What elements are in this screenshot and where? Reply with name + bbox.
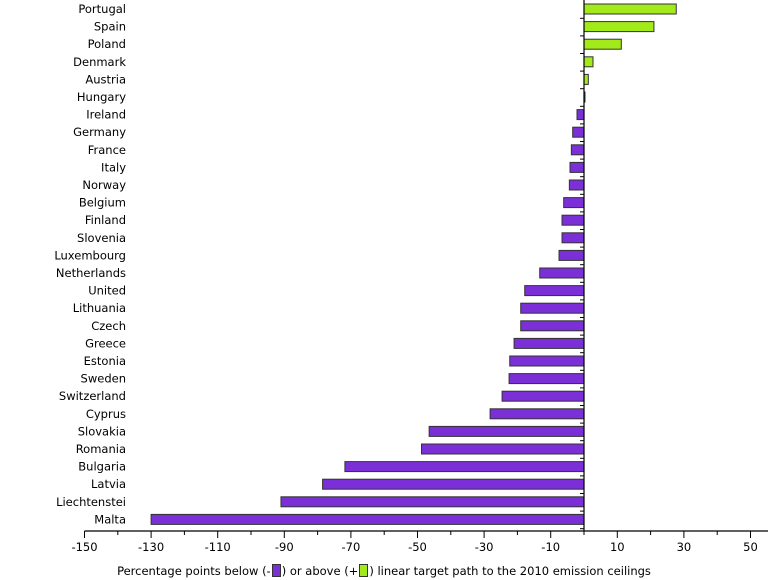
bar-greece [513, 337, 585, 349]
x-tick-label: 50 [743, 540, 758, 554]
category-label: Norway [82, 178, 126, 192]
bar-romania [420, 443, 585, 455]
category-label: Poland [88, 37, 126, 51]
legend-swatch-positive [359, 564, 369, 577]
category-label: Czech [91, 319, 126, 333]
category-label: Latvia [91, 477, 126, 491]
bar-cyprus [489, 408, 585, 420]
x-tick-label: 30 [677, 540, 692, 554]
category-label: Ireland [86, 108, 126, 122]
category-label: Sweden [81, 372, 126, 386]
category-label: Luxembourg [54, 248, 126, 262]
bar-slovakia [428, 425, 585, 437]
bar-liechtenstei [280, 496, 585, 508]
bar-norway [568, 179, 585, 191]
x-tick-label: -130 [138, 540, 164, 554]
x-tick-label: -10 [541, 540, 560, 554]
bar-sweden [508, 373, 585, 385]
bar-finland [561, 214, 585, 226]
category-label: Switzerland [59, 389, 126, 403]
bar-bulgaria [344, 461, 585, 473]
category-label: Cyprus [86, 407, 126, 421]
legend-swatch-negative [271, 564, 281, 577]
bar-portugal [583, 3, 677, 15]
bar-austria [583, 73, 589, 85]
category-label: Slovakia [78, 424, 126, 438]
bar-ireland [576, 109, 585, 121]
category-label: Hungary [77, 90, 126, 104]
category-label: Greece [85, 336, 126, 350]
category-label: Finland [85, 213, 126, 227]
category-label: United [88, 284, 126, 298]
bar-switzerland [501, 390, 585, 402]
legend: Percentage points below (- ) or above (+)… [0, 564, 768, 578]
category-label: Germany [73, 125, 126, 139]
x-tick-label: -30 [475, 540, 494, 554]
x-tick-label: -50 [408, 540, 427, 554]
bar-luxembourg [558, 249, 585, 261]
bar-france [570, 144, 585, 156]
bar-belgium [563, 197, 585, 209]
category-label: Lithuania [73, 301, 126, 315]
bar-germany [572, 126, 585, 138]
legend-text-before: Percentage points below (- [117, 564, 271, 578]
category-label: Austria [85, 72, 126, 86]
x-tick-label: -110 [205, 540, 231, 554]
category-label: Portugal [78, 2, 126, 16]
category-label: Belgium [79, 196, 126, 210]
bar-chart: Portugal Spain Poland Denmark Austria Hungary… [54, 0, 768, 554]
bar-netherlands [539, 267, 585, 279]
bar-poland [583, 38, 622, 50]
x-tick-label: -70 [342, 540, 361, 554]
bar-slovenia [561, 232, 585, 244]
category-label: Italy [101, 160, 126, 174]
x-tick-label: -90 [275, 540, 294, 554]
bar-latvia [322, 478, 585, 490]
bar-lithuania [520, 302, 585, 314]
bar-malta [150, 513, 585, 525]
category-label: Romania [76, 442, 126, 456]
category-label: Bulgaria [78, 460, 126, 474]
category-label: Liechtenstei [56, 495, 126, 509]
bar-czech [520, 320, 585, 332]
category-label: Estonia [84, 354, 126, 368]
bar-estonia [509, 355, 585, 367]
legend-text-middle: ) or above (+ [281, 564, 359, 578]
category-label: Spain [94, 20, 126, 34]
x-tick-label: -150 [71, 540, 97, 554]
bar-denmark [583, 56, 594, 68]
category-label: Denmark [73, 55, 126, 69]
bar-spain [583, 21, 655, 33]
category-label: Netherlands [56, 266, 126, 280]
category-label: Slovenia [77, 231, 126, 245]
bar-united [524, 285, 585, 297]
bar-italy [569, 161, 585, 173]
category-label: Malta [94, 512, 126, 526]
x-tick-label: 10 [610, 540, 625, 554]
legend-text-after: ) linear target path to the 2010 emissio… [369, 564, 651, 578]
category-label: France [88, 143, 126, 157]
